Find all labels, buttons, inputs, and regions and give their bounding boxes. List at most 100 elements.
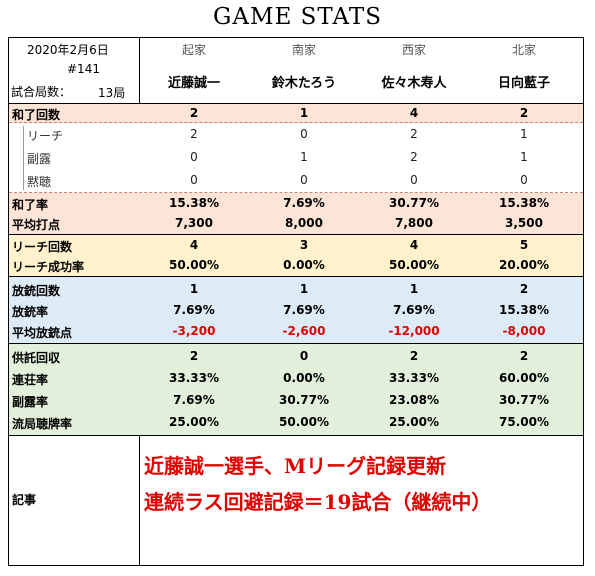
win-stats-band	[9, 103, 583, 123]
table-row-dealin-count: 放銃回数 1 1 1 2	[9, 280, 583, 300]
stat-cell: 2	[519, 106, 529, 120]
stat-cell: -12,000	[388, 324, 440, 338]
stat-cell: 33.33%	[169, 371, 219, 385]
row-label: 平均放銃点	[12, 326, 73, 340]
article-label: 記事	[12, 493, 37, 507]
table-row-dealin-rate: 放銃率 7.69% 7.69% 7.69% 15.38%	[9, 301, 583, 321]
stat-cell: 7,300	[175, 216, 213, 230]
stat-cell: 2	[519, 349, 529, 363]
stat-cell: 3,500	[505, 216, 543, 230]
table-row-rentai: 連荘率 33.33% 0.00% 33.33% 60.00%	[9, 369, 583, 389]
stat-cell: 8,000	[285, 216, 323, 230]
stat-cell: 2	[409, 349, 419, 363]
stat-cell: 25.00%	[389, 415, 439, 429]
stat-cell: 30.77%	[279, 393, 329, 407]
row-label: 放銃回数	[12, 284, 61, 298]
stat-cell: 0	[520, 173, 528, 187]
table-row-deposit: 供託回収 2 0 2 2	[9, 347, 583, 367]
stat-cell: -2,600	[282, 324, 326, 338]
table-row-furo-rate: 副露率 7.69% 30.77% 23.08% 30.77%	[9, 391, 583, 411]
stat-cell: 7,800	[395, 216, 433, 230]
stat-cell: 0	[300, 173, 308, 187]
table-header: 2020年2月6日 #141 試合局数： 13局 起家 南家 西家 北家 近藤誠…	[9, 38, 583, 104]
seat-label: 南家	[291, 43, 316, 57]
stat-cell: 1	[520, 150, 528, 164]
article-section: 記事 近藤誠一選手、Mリーグ記録更新 連続ラス回避記録＝19試合（継続中）	[9, 436, 583, 565]
row-label: リーチ	[27, 129, 64, 143]
stat-cell: 4	[189, 238, 199, 252]
table-row-win-rate: 和了率 15.38% 7.69% 30.77% 15.38%	[9, 194, 583, 214]
table-row-win-open: 副露 0 1 2 1	[9, 148, 583, 168]
rounds-label: 試合局数：	[11, 85, 72, 99]
game-date: 2020年2月6日	[27, 43, 109, 57]
stat-cell: -3,200	[172, 324, 216, 338]
row-label: 副露率	[12, 395, 49, 409]
stat-cell: 2	[519, 282, 529, 296]
stat-cell: 2	[189, 106, 199, 120]
breakdown-bracket	[23, 126, 24, 190]
table-row-win-riichi: リーチ 2 0 2 1	[9, 125, 583, 145]
seat-label: 北家	[511, 43, 536, 57]
player-name: 鈴木たろう	[271, 76, 337, 91]
stat-cell: 20.00%	[499, 258, 549, 272]
seat-label: 起家	[181, 43, 206, 57]
row-label: 連荘率	[12, 373, 49, 387]
table-row-riichi-success: リーチ成功率 50.00% 0.00% 50.00% 20.00%	[9, 256, 583, 276]
stat-cell: 75.00%	[499, 415, 549, 429]
stat-cell: 23.08%	[389, 393, 439, 407]
stat-cell: -8,000	[502, 324, 546, 338]
stat-cell: 2	[410, 150, 418, 164]
row-label: 和了率	[12, 198, 49, 212]
stat-cell: 25.00%	[169, 415, 219, 429]
player-name: 近藤誠一	[167, 76, 220, 91]
stat-cell: 0	[190, 173, 198, 187]
stat-cell: 7.69%	[283, 196, 325, 210]
stat-cell: 1	[520, 127, 528, 141]
stat-cell: 2	[189, 349, 199, 363]
stat-cell: 0.00%	[283, 371, 325, 385]
stat-cell: 30.77%	[499, 393, 549, 407]
stat-cell: 0	[300, 127, 308, 141]
dealin-band	[9, 277, 583, 344]
stat-cell: 50.00%	[169, 258, 219, 272]
player-name: 日向藍子	[497, 76, 550, 91]
stat-cell: 0	[410, 173, 418, 187]
stat-cell: 1	[409, 282, 419, 296]
player-name: 佐々木寿人	[381, 76, 447, 91]
win-rate-band	[9, 193, 583, 235]
stat-cell: 3	[299, 238, 309, 252]
stat-cell: 7.69%	[283, 303, 325, 317]
row-label: 供託回収	[12, 351, 61, 365]
stat-cell: 1	[189, 282, 199, 296]
row-label: 和了回数	[12, 108, 61, 122]
article-divider	[139, 436, 140, 565]
stat-cell: 4	[409, 238, 419, 252]
stat-cell: 0	[299, 349, 309, 363]
win-breakdown-band	[9, 123, 583, 193]
table-row-riichi-count: リーチ回数 4 3 4 5	[9, 236, 583, 256]
stats-table: 2020年2月6日 #141 試合局数： 13局 起家 南家 西家 北家 近藤誠…	[8, 37, 584, 566]
stat-cell: 1	[299, 282, 309, 296]
stat-cell: 30.77%	[389, 196, 439, 210]
stat-cell: 0.00%	[283, 258, 325, 272]
riichi-band	[9, 235, 583, 277]
stat-cell: 7.69%	[173, 303, 215, 317]
row-label: 放銃率	[12, 305, 49, 319]
stat-cell: 33.33%	[389, 371, 439, 385]
misc-band	[9, 344, 583, 436]
table-row-win-dama: 黙聴 0 0 0 0	[9, 171, 583, 191]
stat-cell: 1	[300, 150, 308, 164]
seat-label: 西家	[401, 43, 426, 57]
table-row-wins: 和了回数 2 1 4 2	[9, 104, 583, 124]
stat-cell: 50.00%	[279, 415, 329, 429]
table-row-avg-points: 平均打点 7,300 8,000 7,800 3,500	[9, 214, 583, 234]
stat-cell: 2	[190, 127, 198, 141]
stat-cell: 4	[409, 106, 419, 120]
stat-cell: 15.38%	[499, 196, 549, 210]
game-number: #141	[67, 62, 100, 76]
row-label: リーチ成功率	[12, 260, 85, 274]
stat-cell: 50.00%	[389, 258, 439, 272]
row-label: リーチ回数	[12, 240, 73, 254]
stat-cell: 7.69%	[393, 303, 435, 317]
row-label: 副露	[27, 152, 52, 166]
